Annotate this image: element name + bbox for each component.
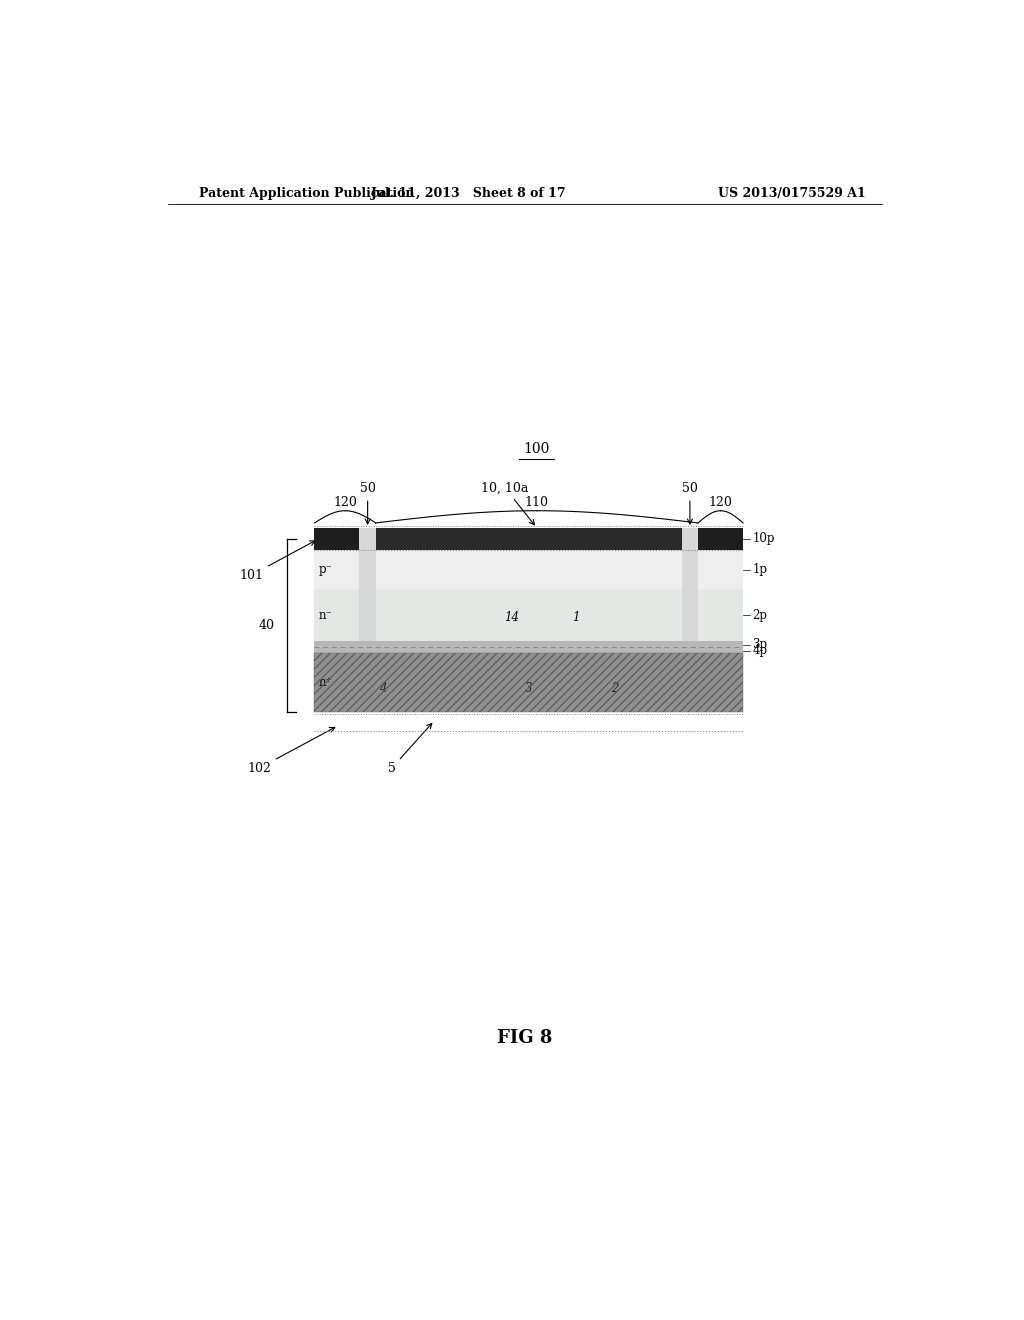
Bar xyxy=(359,528,376,642)
Text: 102: 102 xyxy=(247,727,335,775)
Text: n⁻: n⁻ xyxy=(318,609,332,622)
Text: 110: 110 xyxy=(525,496,549,508)
Text: 1p: 1p xyxy=(753,564,768,576)
Text: 4: 4 xyxy=(379,682,387,696)
Bar xyxy=(314,550,743,590)
Bar xyxy=(376,528,682,550)
Text: 120: 120 xyxy=(333,496,357,508)
Bar xyxy=(682,528,698,642)
Text: 100: 100 xyxy=(523,442,550,455)
Text: 50: 50 xyxy=(682,483,697,524)
Text: 120: 120 xyxy=(709,496,732,508)
Bar xyxy=(314,653,743,713)
Text: Jul. 11, 2013   Sheet 8 of 17: Jul. 11, 2013 Sheet 8 of 17 xyxy=(372,187,567,199)
Text: FIG 8: FIG 8 xyxy=(497,1028,553,1047)
Bar xyxy=(314,642,743,653)
Text: n⁺: n⁺ xyxy=(318,676,332,689)
Bar xyxy=(698,528,743,550)
Text: 1: 1 xyxy=(572,611,580,624)
Text: 101: 101 xyxy=(239,541,315,582)
Text: 50: 50 xyxy=(359,483,376,524)
Text: 3: 3 xyxy=(525,682,532,696)
Text: Patent Application Publication: Patent Application Publication xyxy=(200,187,415,199)
Text: 40: 40 xyxy=(259,619,274,632)
Bar xyxy=(314,528,359,550)
Text: 4p: 4p xyxy=(753,644,768,657)
Text: 5: 5 xyxy=(388,723,432,775)
Text: 3p: 3p xyxy=(753,638,768,651)
Bar xyxy=(314,653,743,713)
Text: p⁻: p⁻ xyxy=(318,564,333,576)
Text: 2: 2 xyxy=(610,682,618,696)
Text: 14: 14 xyxy=(504,611,519,624)
Text: 10, 10a: 10, 10a xyxy=(481,482,535,525)
Text: 2p: 2p xyxy=(753,609,768,622)
Bar xyxy=(314,590,743,642)
Text: 10p: 10p xyxy=(753,532,775,545)
Text: US 2013/0175529 A1: US 2013/0175529 A1 xyxy=(718,187,866,199)
